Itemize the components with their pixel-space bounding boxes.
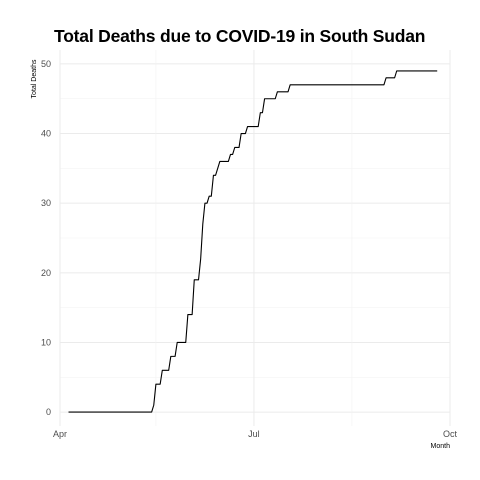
grid xyxy=(59,50,451,426)
x-tick-label: Oct xyxy=(443,429,458,439)
y-tick-label: 50 xyxy=(41,59,51,69)
y-tick-label: 0 xyxy=(46,407,51,417)
data-lines xyxy=(68,70,438,413)
x-tick-label: Apr xyxy=(53,429,67,439)
y-tick-label: 20 xyxy=(41,268,51,278)
x-tick-label: Jul xyxy=(248,429,260,439)
y-axis-label: Total Deaths xyxy=(31,59,38,98)
series-line xyxy=(68,70,438,413)
y-tick-label: 40 xyxy=(41,129,51,139)
y-tick-label: 10 xyxy=(41,337,51,347)
y-tick-label: 30 xyxy=(41,198,51,208)
tick-labels: 0 10 20 30 40 50 Apr Jul Oct xyxy=(41,59,458,439)
chart-title: Total Deaths due to COVID-19 in South Su… xyxy=(54,26,426,46)
x-axis-label: Month xyxy=(431,443,451,450)
